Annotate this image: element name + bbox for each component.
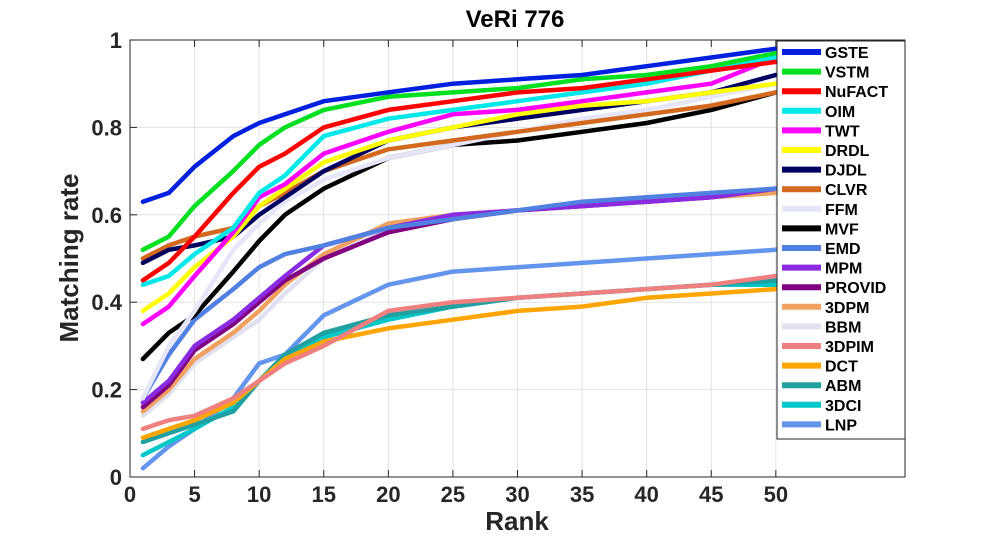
legend-label: PROVID (825, 280, 886, 297)
y-tick-label: 0 (110, 465, 122, 490)
x-tick-label: 40 (634, 482, 658, 507)
series-line-clvr (140, 90, 779, 261)
x-tick-label: 35 (570, 482, 594, 507)
legend-label: MPM (825, 261, 862, 278)
legend-label: MVF (825, 221, 859, 238)
legend-label: LNP (825, 417, 857, 434)
legend-label: DRDL (825, 143, 870, 160)
series-line-oim (140, 55, 779, 287)
legend-label: BBM (825, 319, 861, 336)
y-tick-label: 1 (110, 28, 122, 53)
y-tick-label: 0.8 (91, 115, 122, 140)
legend-label: GSTE (825, 45, 869, 62)
y-tick-label: 0.4 (91, 290, 122, 315)
x-tick-label: 10 (247, 482, 271, 507)
series-line-nufact (140, 59, 779, 283)
series-line-abm (140, 278, 779, 445)
series-line-gste (140, 46, 779, 204)
series-line-dct (140, 286, 779, 440)
series-line-twt (140, 55, 779, 327)
x-tick-label: 30 (505, 482, 529, 507)
series-line-ffm (140, 81, 779, 401)
chart-title: VeRi 776 (466, 6, 565, 33)
series-line-3dci (140, 282, 779, 458)
legend-label: ABM (825, 378, 861, 395)
legend-label: OIM (825, 104, 855, 121)
y-axis-title: Matching rate (54, 173, 84, 342)
x-tick-label: 45 (699, 482, 723, 507)
legend: GSTE VSTM NuFACT OIM TWT DRDL DJDL CLVR FFM MVF EM… (776, 40, 906, 440)
series-line-drdl (140, 81, 779, 314)
axis-ticks: 0 5 10 15 20 25 30 35 40 45 50 0 0.2 0.4 0.6 0.8 1 (91, 28, 905, 507)
series-line-emd (140, 186, 779, 401)
legend-box (776, 40, 906, 440)
x-axis-title: Rank (485, 506, 549, 536)
legend-label: FFM (825, 202, 858, 219)
x-tick-label: 20 (376, 482, 400, 507)
x-tick-label: 15 (312, 482, 336, 507)
x-tick-label: 5 (188, 482, 200, 507)
series-lines (140, 46, 779, 471)
legend-label: CLVR (825, 182, 868, 199)
series-line-vstm (140, 50, 779, 253)
x-tick-label: 25 (441, 482, 465, 507)
legend-label: EMD (825, 241, 861, 258)
legend-label: VSTM (825, 65, 869, 82)
legend-label: TWT (825, 123, 860, 140)
series-line-3dpim (140, 273, 779, 432)
x-tick-label: 0 (124, 482, 136, 507)
series-line-mvf (140, 90, 779, 362)
legend-label: 3DPIM (825, 339, 874, 356)
legend-label: DCT (825, 359, 858, 376)
legend-label: 3DCI (825, 398, 861, 415)
y-tick-label: 0.2 (91, 378, 122, 403)
legend-label: DJDL (825, 163, 867, 180)
legend-label: NuFACT (825, 84, 888, 101)
legend-label: 3DPM (825, 300, 869, 317)
x-tick-label: 50 (764, 482, 788, 507)
y-tick-label: 0.6 (91, 203, 122, 228)
